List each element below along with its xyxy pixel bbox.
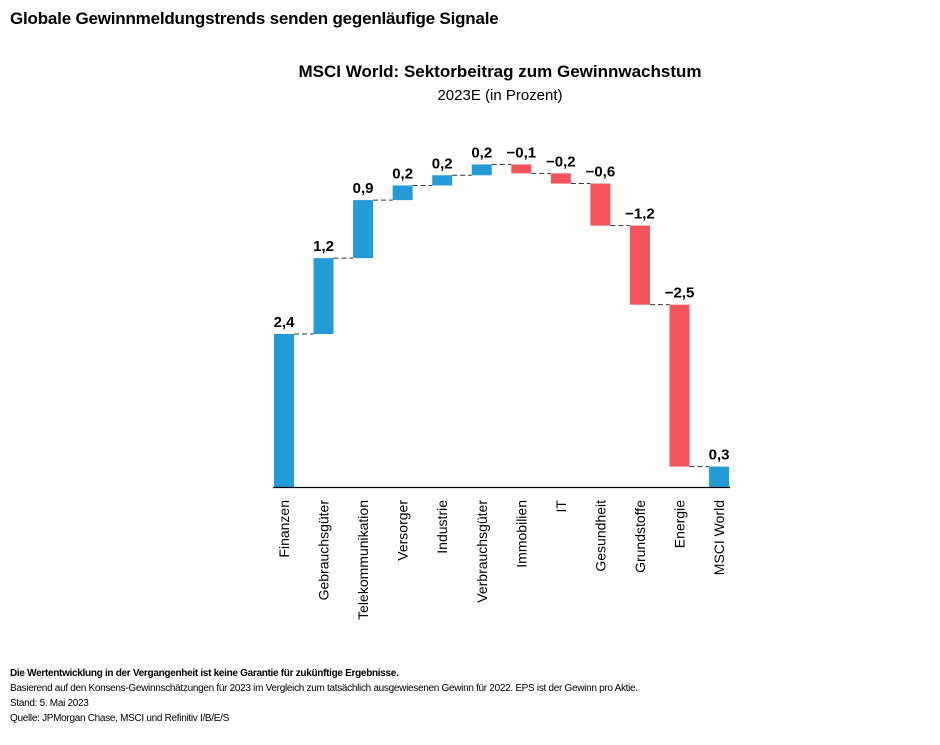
category-label-10: Energie <box>672 500 688 548</box>
bar-3 <box>392 185 413 201</box>
bar-6 <box>511 164 532 174</box>
bar-8 <box>590 183 611 226</box>
data-label-11: 0,3 <box>709 447 730 464</box>
category-label-5: Verbrauchsgüter <box>474 500 490 603</box>
category-label-11: MSCI World <box>711 500 727 575</box>
chart-title: MSCI World: Sektorbeitrag zum Gewinnwach… <box>298 62 702 81</box>
data-label-3: 0,2 <box>392 165 413 182</box>
category-label-2: Telekommunikation <box>355 500 371 620</box>
bar-4 <box>432 175 453 186</box>
bar-0 <box>274 334 294 487</box>
data-label-4: 0,2 <box>432 155 453 172</box>
waterfall-chart: 2,4 Finanzen 1,2 Gebrauchsgüter 0,9 Telekommu… <box>273 144 731 620</box>
bar-9 <box>629 225 650 305</box>
bar-10 <box>669 304 690 467</box>
bar-7 <box>550 173 571 184</box>
footer-source: Quelle: JPMorgan Chase, MSCI und Refinit… <box>10 713 229 724</box>
bar-1 <box>313 258 334 334</box>
category-label-3: Versorger <box>395 500 411 561</box>
data-label-10: −2,5 <box>665 285 695 302</box>
category-label-7: IT <box>553 500 569 513</box>
data-label-6: −0,1 <box>506 144 536 161</box>
category-label-4: Industrie <box>434 500 450 554</box>
data-label-9: −1,2 <box>625 206 655 223</box>
category-label-6: Immobilien <box>513 500 529 568</box>
category-label-1: Gebrauchsgüter <box>316 500 332 601</box>
bar-2 <box>353 200 374 259</box>
bar-5 <box>471 164 492 176</box>
headline: Globale Gewinnmeldungstrends senden gege… <box>10 9 499 28</box>
category-label-0: Finanzen <box>276 500 292 558</box>
chart-subtitle: 2023E (in Prozent) <box>437 87 563 104</box>
data-label-8: −0,6 <box>586 164 616 181</box>
data-label-0: 2,4 <box>274 314 296 331</box>
data-label-5: 0,2 <box>471 144 492 161</box>
footer-note: Basierend auf den Konsens-Gewinnschätzun… <box>10 683 638 694</box>
bar-11 <box>709 466 730 487</box>
category-label-8: Gesundheit <box>592 500 608 572</box>
data-label-1: 1,2 <box>313 238 334 255</box>
data-label-7: −0,2 <box>546 153 576 170</box>
footer-date: Stand: 5. Mai 2023 <box>10 698 89 709</box>
footer-disclaimer: Die Wertentwicklung in der Vergangenheit… <box>10 668 399 679</box>
data-label-2: 0,9 <box>353 180 374 197</box>
category-label-9: Grundstoffe <box>632 500 648 573</box>
